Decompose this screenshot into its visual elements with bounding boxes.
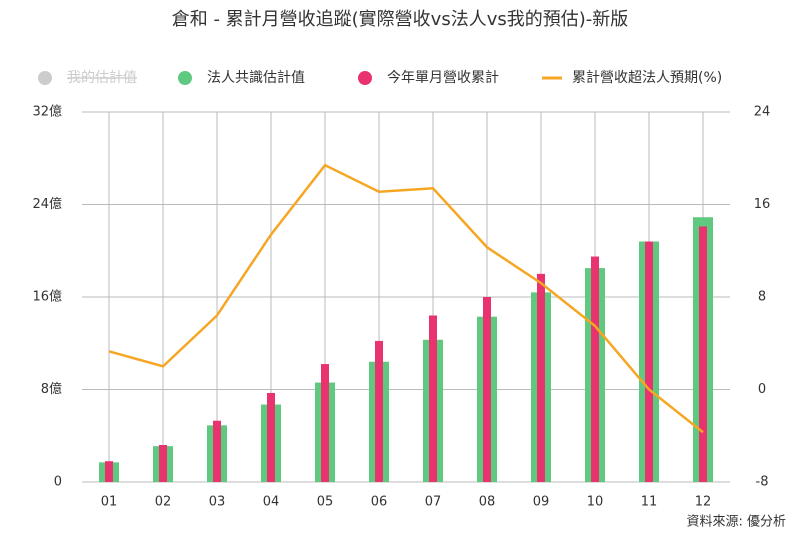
x-tick-label: 09 <box>533 495 550 510</box>
bar <box>483 297 491 482</box>
legend-label: 累計營收超法人預期(%) <box>572 70 722 86</box>
y2-tick-label: -8 <box>756 475 769 490</box>
y2-tick-label: 0 <box>758 382 766 397</box>
legend-swatch <box>178 71 192 85</box>
x-tick-label: 08 <box>479 495 496 510</box>
x-tick-label: 07 <box>425 495 442 510</box>
y2-tick-label: 16 <box>754 197 771 212</box>
x-tick-label: 01 <box>101 495 118 510</box>
x-tick-label: 10 <box>587 495 604 510</box>
bar <box>699 226 707 482</box>
x-tick-label: 02 <box>155 495 172 510</box>
y-tick-label: 32億 <box>32 104 62 120</box>
bar <box>537 273 545 482</box>
x-tick-label: 05 <box>317 495 334 510</box>
chart-title: 倉和 - 累計月營收追蹤(實際營收vs法人vs我的預估)-新版 <box>172 9 629 30</box>
bar <box>645 241 653 482</box>
legend-label: 法人共識估計值 <box>207 70 305 86</box>
source: 資料來源: 優分析 <box>686 515 786 530</box>
bar <box>213 420 221 482</box>
x-tick-label: 12 <box>695 495 712 510</box>
x-tick-label: 04 <box>263 495 280 510</box>
y-tick-label: 24億 <box>32 196 62 212</box>
bar <box>321 364 329 482</box>
bar <box>267 392 275 482</box>
x-tick-label: 03 <box>209 495 226 510</box>
x-tick-label: 06 <box>371 495 388 510</box>
line <box>108 163 704 434</box>
legend-label: 今年單月營收累計 <box>387 70 499 86</box>
bar <box>591 256 599 482</box>
y2-tick-label: 8 <box>758 290 766 305</box>
legend-label: 我的估計值 <box>67 70 137 86</box>
legend-swatch <box>358 71 372 85</box>
y-tick-label: 16億 <box>32 289 62 305</box>
y-tick-label: 0 <box>54 475 62 490</box>
y2-tick-label: 24 <box>754 105 771 120</box>
bar <box>105 461 113 482</box>
bar <box>375 340 383 482</box>
legend-swatch <box>38 71 52 85</box>
bar <box>429 315 437 482</box>
y-tick-label: 8億 <box>41 381 62 397</box>
x-tick-label: 11 <box>641 495 658 510</box>
bar <box>159 445 167 482</box>
